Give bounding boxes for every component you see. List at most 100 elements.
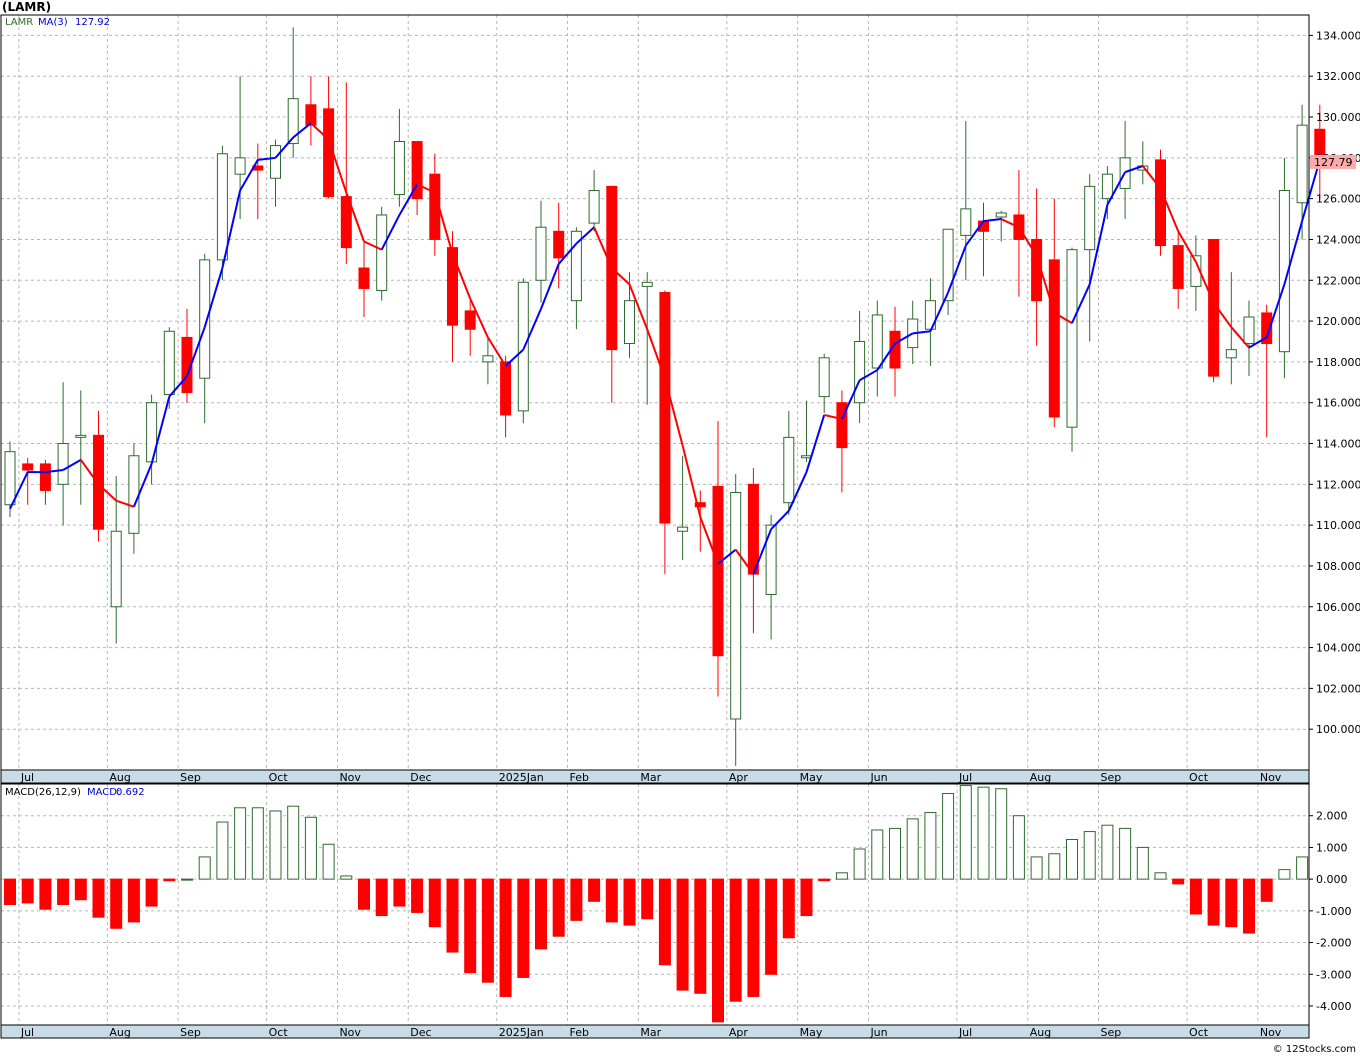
- macd-bar: [1243, 878, 1255, 934]
- macd-bar: [658, 878, 671, 966]
- price-tick-label: 114.000: [1316, 438, 1360, 451]
- macd-tick-label: 2.000: [1316, 810, 1348, 823]
- month-label: Sep: [1101, 771, 1122, 784]
- ma-segment: [79, 459, 100, 485]
- macd-bar: [464, 878, 477, 974]
- macd-bar: [304, 816, 317, 880]
- month-label: Sep: [180, 1026, 201, 1039]
- macd-bar: [765, 878, 778, 975]
- legend-ma-label: MA(3): [38, 17, 68, 28]
- ma-segment: [504, 348, 524, 367]
- macd-bar: [835, 872, 848, 880]
- macd-bar: [995, 788, 1008, 880]
- macd-axis: 2.000 1.000 0.000 -1.000 -2.000 -3.000 -4.000: [1309, 810, 1351, 1013]
- ma-segment: [593, 226, 613, 269]
- price-tick-label: 132.000: [1316, 70, 1360, 83]
- macd-bar: [163, 878, 176, 882]
- ma-segment: [398, 183, 418, 216]
- candle-body: [57, 443, 69, 485]
- ma-segment: [221, 190, 242, 269]
- price-tick-label: 102.000: [1316, 682, 1360, 695]
- month-labels-top: Jul Aug Sep Oct Nov Dec 2025Jan Feb Mar Apr May Jun…: [20, 771, 1282, 784]
- macd-plot-area: [1, 784, 1309, 1025]
- macd-bar: [676, 878, 689, 991]
- ma-segment: [469, 298, 489, 338]
- macd-bar: [1278, 869, 1291, 880]
- ma-segment: [327, 139, 348, 193]
- macd-tick-label: 1.000: [1316, 841, 1348, 854]
- price-axis: 100.000 102.000 104.000 106.000 108.000 110.0…: [1309, 29, 1360, 736]
- month-labels-bottom: Jul Aug Sep Oct Nov Dec 2025Jan Feb Mar Apr May Jun…: [20, 1026, 1282, 1039]
- legend-macd-label: MACD(26,12,9): [5, 787, 81, 798]
- macd-tick-label: -2.000: [1316, 937, 1351, 950]
- macd-tick-label: -1.000: [1316, 905, 1351, 918]
- macd-bar: [1030, 856, 1043, 880]
- candle-body: [270, 145, 281, 179]
- ma-segment: [805, 414, 826, 473]
- candle-body: [447, 247, 458, 326]
- candle-body: [535, 226, 547, 281]
- candle-body: [818, 357, 830, 398]
- ma-segment: [150, 396, 171, 465]
- macd-bar: [517, 878, 530, 978]
- month-label: Jun: [869, 1026, 887, 1039]
- macd-bar: [1172, 878, 1185, 885]
- candle-body: [765, 524, 777, 596]
- macd-bar: [269, 810, 282, 880]
- candle-body: [624, 300, 635, 345]
- candle-body: [747, 483, 759, 575]
- candle-body: [216, 153, 228, 261]
- month-label: Nov: [339, 1026, 361, 1039]
- month-label: Aug: [109, 771, 130, 784]
- ma-segment: [823, 413, 843, 421]
- month-label: Apr: [729, 1026, 749, 1039]
- ma-segment: [451, 253, 472, 300]
- macd-bar: [853, 848, 866, 880]
- price-tick-label: 112.000: [1316, 478, 1360, 491]
- macd-bar: [287, 805, 300, 880]
- candle-body: [1155, 159, 1166, 247]
- macd-bar: [322, 843, 335, 880]
- ma-segment: [540, 263, 560, 310]
- month-label: May: [800, 771, 823, 784]
- ma-segment: [522, 308, 542, 351]
- ma-line: [9, 122, 1321, 575]
- macd-bar: [39, 878, 52, 910]
- candle-body: [4, 451, 16, 506]
- candle-body: [287, 98, 299, 145]
- candle-body: [1243, 316, 1255, 345]
- macd-bar: [1260, 878, 1273, 902]
- ma-segment: [663, 377, 684, 446]
- month-axis-bottom: [0, 1024, 1310, 1039]
- ma-segment: [380, 214, 401, 251]
- legend-macd-value: 0.692: [116, 787, 145, 798]
- ma-segment: [787, 471, 808, 512]
- macd-bar: [428, 878, 441, 928]
- candle-body: [1225, 349, 1237, 359]
- candle-body: [1172, 245, 1184, 289]
- ma-segment: [239, 159, 259, 191]
- last-price-tag: 127.79: [1310, 154, 1356, 169]
- price-tick-label: 118.000: [1316, 356, 1360, 369]
- ma-segment: [97, 483, 117, 502]
- ma-segment: [717, 548, 737, 565]
- macd-bar: [251, 807, 264, 880]
- macd-bar: [552, 878, 565, 937]
- macd-bar: [623, 878, 636, 926]
- macd-bar: [782, 878, 795, 939]
- ma-segment: [433, 192, 454, 255]
- ma-segment: [186, 326, 206, 377]
- candle-body: [110, 530, 122, 608]
- macd-bar: [340, 875, 353, 880]
- candle-body: [995, 212, 1007, 218]
- month-label: Oct: [1189, 771, 1209, 784]
- macd-bar: [1012, 815, 1025, 880]
- macd-bar: [959, 785, 972, 880]
- candle-body: [1101, 173, 1113, 200]
- candle-body: [128, 455, 140, 534]
- candle-body: [22, 463, 34, 471]
- macd-tick-label: 0.000: [1316, 873, 1348, 886]
- price-tick-label: 130.000: [1316, 111, 1360, 124]
- candle-body: [340, 196, 352, 249]
